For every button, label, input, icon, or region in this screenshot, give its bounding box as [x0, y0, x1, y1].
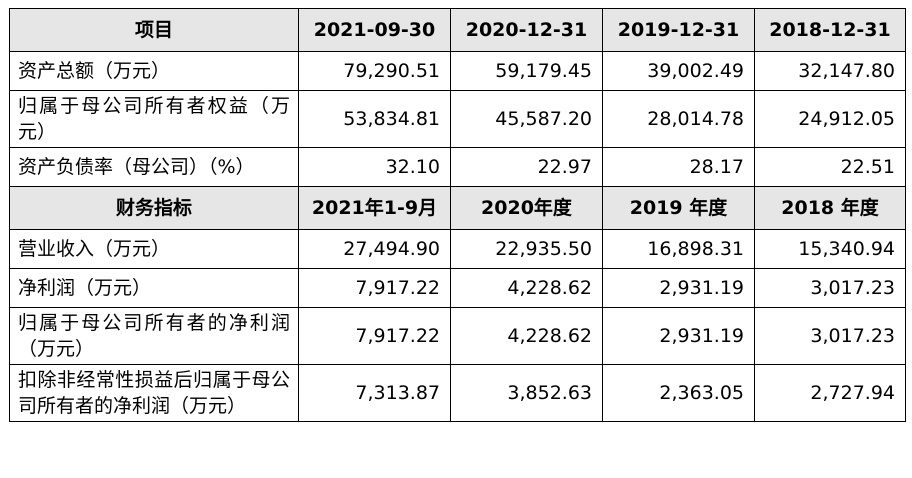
header-cell: 2021-09-30 [298, 8, 451, 52]
row-label: 资产负债率（母公司）（%） [9, 147, 299, 187]
data-row: 营业收入（万元） 27,494.90 22,935.50 16,898.31 15,34… [9, 229, 906, 269]
value-cell: 45,587.20 [450, 90, 603, 148]
row-label: 扣除非经常性损益后归属于母公司所有者的净利润（万元） [9, 364, 299, 422]
value-cell: 22.97 [450, 147, 603, 187]
header-row: 财务指标 2021年1-9月 2020年度 2019 年度 2018 年度 [9, 186, 906, 230]
header-cell: 2018 年度 [754, 186, 906, 230]
header-cell: 2019 年度 [602, 186, 755, 230]
value-cell: 2,727.94 [754, 364, 906, 422]
header-row: 项目 2021-09-30 2020-12-31 2019-12-31 2018-12-… [9, 8, 906, 52]
value-cell: 2,931.19 [602, 268, 755, 308]
value-cell: 15,340.94 [754, 229, 906, 269]
data-row: 资产负债率（母公司）（%） 32.10 22.97 28.17 22.51 [9, 147, 906, 187]
value-cell: 27,494.90 [298, 229, 451, 269]
data-row: 资产总额（万元） 79,290.51 59,179.45 39,002.49 32,14… [9, 51, 906, 91]
header-cell: 项目 [9, 8, 299, 52]
header-cell: 财务指标 [9, 186, 299, 230]
value-cell: 79,290.51 [298, 51, 451, 91]
data-row: 归属于母公司所有者的净利润（万元） 7,917.22 4,228.62 2,931.1… [9, 307, 906, 365]
value-cell: 7,917.22 [298, 307, 451, 365]
value-cell: 28,014.78 [602, 90, 755, 148]
data-row: 归属于母公司所有者权益（万元） 53,834.81 45,587.20 28,014.… [9, 90, 906, 148]
header-cell: 2018-12-31 [754, 8, 906, 52]
data-row: 扣除非经常性损益后归属于母公司所有者的净利润（万元） 7,313.87 3,852.… [9, 364, 906, 422]
header-cell: 2020年度 [450, 186, 603, 230]
row-label: 归属于母公司所有者的净利润（万元） [9, 307, 299, 365]
value-cell: 39,002.49 [602, 51, 755, 91]
value-cell: 22.51 [754, 147, 906, 187]
value-cell: 16,898.31 [602, 229, 755, 269]
row-label: 归属于母公司所有者权益（万元） [9, 90, 299, 148]
header-cell: 2019-12-31 [602, 8, 755, 52]
header-cell: 2020-12-31 [450, 8, 603, 52]
value-cell: 3,017.23 [754, 268, 906, 308]
value-cell: 4,228.62 [450, 268, 603, 308]
table-body: 项目 2021-09-30 2020-12-31 2019-12-31 2018-12-… [9, 8, 906, 422]
data-row: 净利润（万元） 7,917.22 4,228.62 2,931.19 3,017.23 [9, 268, 906, 308]
value-cell: 4,228.62 [450, 307, 603, 365]
value-cell: 59,179.45 [450, 51, 603, 91]
value-cell: 22,935.50 [450, 229, 603, 269]
row-label: 营业收入（万元） [9, 229, 299, 269]
value-cell: 2,363.05 [602, 364, 755, 422]
value-cell: 32.10 [298, 147, 451, 187]
value-cell: 3,852.63 [450, 364, 603, 422]
value-cell: 7,313.87 [298, 364, 451, 422]
value-cell: 7,917.22 [298, 268, 451, 308]
value-cell: 28.17 [602, 147, 755, 187]
value-cell: 24,912.05 [754, 90, 906, 148]
value-cell: 53,834.81 [298, 90, 451, 148]
value-cell: 3,017.23 [754, 307, 906, 365]
value-cell: 2,931.19 [602, 307, 755, 365]
value-cell: 32,147.80 [754, 51, 906, 91]
row-label: 净利润（万元） [9, 268, 299, 308]
financial-table: 项目 2021-09-30 2020-12-31 2019-12-31 2018-12-… [9, 8, 906, 422]
row-label: 资产总额（万元） [9, 51, 299, 91]
header-cell: 2021年1-9月 [298, 186, 451, 230]
